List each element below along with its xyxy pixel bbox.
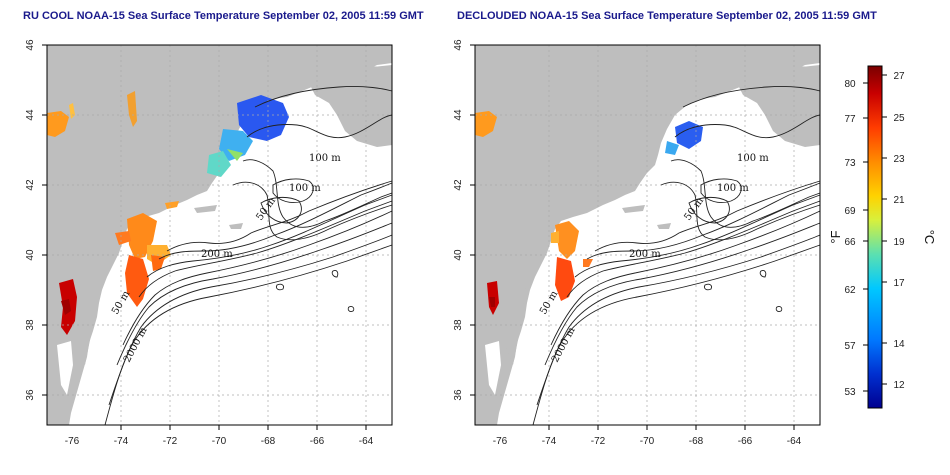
contour-label: 100 m [309, 153, 341, 164]
latitude-tick: 46 [453, 39, 464, 51]
fahrenheit-tick: 69 [844, 206, 856, 217]
fahrenheit-tick: 62 [844, 285, 856, 296]
latitude-tick: 44 [25, 109, 36, 121]
fahrenheit-tick: 66 [844, 237, 856, 248]
celsius-tick: 25 [893, 113, 905, 124]
colorbar-gradient [867, 65, 883, 409]
fahrenheit-tick: 73 [844, 158, 856, 169]
left-map-title: RU COOL NOAA-15 Sea Surface Temperature … [23, 10, 424, 22]
longitude-tick: -76 [493, 436, 508, 447]
longitude-tick: -66 [738, 436, 753, 447]
temperature-colorbar: 80 77 73 69 66 62 57 53 27 25 23 21 19 1… [828, 65, 937, 409]
contour-label: 100 m [717, 183, 749, 194]
celsius-tick: 14 [893, 339, 905, 350]
right-map-title: DECLOUDED NOAA-15 Sea Surface Temperatur… [457, 10, 877, 22]
longitude-tick: -72 [163, 436, 178, 447]
celsius-tick: 23 [893, 154, 905, 165]
right-axes: -76 -74 -72 -70 -68 -66 -64 46 44 42 40 … [453, 39, 802, 447]
contour-label: 200 m [201, 249, 233, 260]
longitude-tick: -70 [640, 436, 655, 447]
longitude-tick: -68 [689, 436, 704, 447]
fahrenheit-tick: 80 [844, 79, 856, 90]
contour-label: 200 m [629, 249, 661, 260]
fahrenheit-unit-label: °F [828, 230, 843, 243]
longitude-tick: -64 [359, 436, 374, 447]
celsius-tick: 27 [893, 71, 905, 82]
latitude-tick: 40 [25, 249, 36, 261]
latitude-tick: 36 [453, 389, 464, 401]
longitude-tick: -74 [114, 436, 129, 447]
latitude-tick: 44 [453, 109, 464, 121]
contour-label: 100 m [737, 153, 769, 164]
latitude-tick: 42 [453, 179, 464, 191]
longitude-tick: -70 [212, 436, 227, 447]
latitude-tick: 40 [453, 249, 464, 261]
celsius-tick: 17 [893, 278, 905, 289]
longitude-tick: -76 [65, 436, 80, 447]
right-map-panel: 100 m 100 m 50 m 200 m 50 m 2000 m [474, 44, 821, 426]
celsius-tick: 21 [893, 195, 905, 206]
longitude-tick: -74 [542, 436, 557, 447]
latitude-tick: 38 [453, 319, 464, 331]
fahrenheit-tick: 57 [844, 341, 856, 352]
longitude-tick: -64 [787, 436, 802, 447]
latitude-tick: 42 [25, 179, 36, 191]
left-axes: -76 -74 -72 -70 -68 -66 -64 46 44 42 40 … [25, 39, 374, 447]
sst-patches-left [47, 91, 289, 335]
contour-label: 100 m [289, 183, 321, 194]
longitude-tick: -68 [261, 436, 276, 447]
latitude-tick: 38 [25, 319, 36, 331]
fahrenheit-tick: 53 [844, 387, 856, 398]
latitude-tick: 36 [25, 389, 36, 401]
longitude-tick: -72 [591, 436, 606, 447]
latitude-tick: 46 [25, 39, 36, 51]
celsius-unit-label: °C [922, 230, 937, 245]
fahrenheit-tick: 77 [844, 114, 856, 125]
celsius-tick: 19 [893, 237, 905, 248]
left-map-panel: 100 m 100 m 50 m 200 m 50 m 2000 m [46, 44, 393, 426]
longitude-tick: -66 [310, 436, 325, 447]
celsius-tick: 12 [893, 380, 905, 391]
